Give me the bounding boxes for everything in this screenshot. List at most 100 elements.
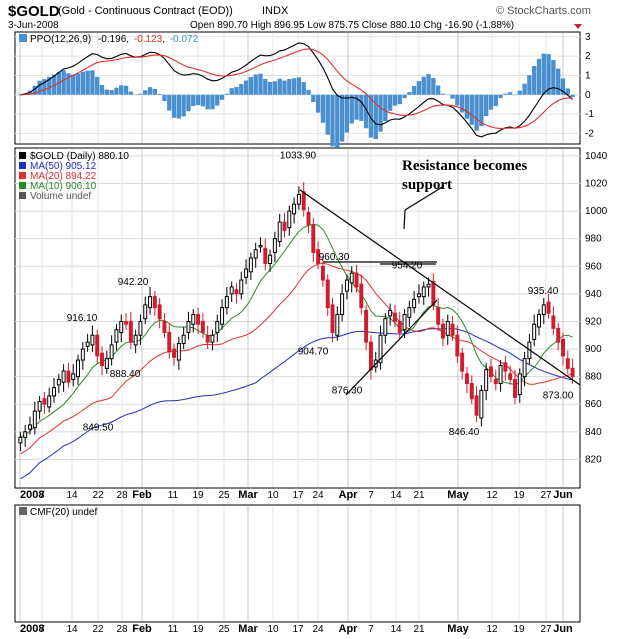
x-axis-label: 2008 — [20, 623, 44, 635]
x-axis-label: 10 — [267, 624, 279, 635]
ppo-hist-bar — [258, 73, 263, 95]
candle — [210, 329, 215, 351]
candle — [100, 346, 105, 376]
price-callout: 876.30 — [332, 386, 363, 397]
candle — [455, 325, 460, 363]
price-callout: 846.40 — [449, 427, 480, 438]
ppo-hist-bar — [392, 94, 398, 106]
price-tick-label: 820 — [585, 454, 602, 465]
price-tick-label: 1000 — [585, 206, 608, 217]
candle — [316, 241, 321, 270]
down-arrow-icon — [574, 24, 582, 29]
candle — [354, 264, 359, 293]
ppo-hist-bar — [253, 74, 258, 95]
x-axis-label: 10 — [267, 490, 279, 501]
x-axis-label: Apr — [339, 489, 359, 501]
ppo-hist-bar — [560, 78, 566, 95]
candle — [388, 303, 393, 326]
annotation-line-2: support — [402, 177, 452, 193]
candle — [416, 284, 421, 304]
ppo-hist-bar — [354, 94, 359, 120]
legend-entry: MA(20) 894.22 — [30, 171, 97, 182]
x-axis-label: 22 — [92, 490, 104, 501]
ppo-hist-bar — [301, 81, 306, 95]
ppo-hist-bar — [210, 94, 215, 110]
x-axis-label: 2008 — [20, 489, 44, 501]
candle — [66, 362, 71, 388]
ppo-hist-bar — [234, 87, 239, 95]
candle — [282, 212, 287, 238]
ppo-tick-label: -1 — [585, 109, 594, 120]
x-axis-label: 22 — [92, 624, 104, 635]
ppo-hist-bar — [272, 81, 278, 95]
trend-line — [299, 189, 581, 386]
candle — [450, 315, 455, 341]
ppo-hist-bar — [484, 94, 489, 117]
candle — [311, 217, 316, 263]
candle — [133, 329, 138, 354]
x-axis-label: 12 — [486, 490, 498, 501]
ppo-hist-bar — [311, 94, 316, 103]
ppo-tick-label: -2 — [585, 128, 594, 139]
candle — [445, 314, 450, 345]
ppo-hist-bar — [479, 94, 484, 127]
candle — [551, 306, 556, 336]
x-axis-label: Mar — [238, 623, 258, 635]
legend-swatch — [19, 192, 26, 199]
x-axis-label: 24 — [312, 490, 324, 501]
candle — [138, 314, 143, 345]
candle — [234, 282, 239, 304]
ppo-hist-bar — [536, 58, 542, 95]
ppo-hist-bar — [123, 85, 129, 95]
candle — [176, 336, 181, 370]
candle — [498, 360, 503, 392]
candle — [349, 266, 354, 293]
ppo-hist-bar — [243, 80, 249, 95]
ppo-hist-bar — [570, 94, 575, 98]
ppo-hist-bar — [263, 78, 268, 95]
candle — [71, 364, 76, 387]
ppo-hist-bar — [402, 94, 407, 99]
candle — [335, 306, 340, 341]
candle — [47, 387, 52, 413]
trend-line — [345, 299, 438, 396]
candle — [407, 300, 412, 327]
grid-lines — [15, 33, 580, 621]
legend-swatch — [19, 152, 26, 159]
candle — [268, 249, 273, 272]
x-axis-label: 7 — [368, 490, 374, 501]
chart-date: 3-Jun-2008 — [8, 20, 59, 31]
candle — [181, 326, 186, 350]
candle — [287, 205, 292, 236]
ppo-hist-bar — [532, 65, 537, 95]
ppo-hist-bar — [359, 94, 364, 121]
candle — [565, 350, 570, 374]
ppo-hist-bar — [195, 94, 201, 106]
ppo-hist-bar — [344, 94, 350, 133]
candle — [484, 362, 489, 401]
x-axis-label: Feb — [132, 489, 152, 501]
candle — [344, 274, 349, 300]
trend-lines — [299, 185, 581, 396]
price-callout: 1033.90 — [280, 150, 317, 161]
cmf-panel-frame — [14, 504, 581, 623]
ppo-hist-bar — [32, 85, 37, 95]
legend-entry: MA(50) 905.12 — [30, 161, 97, 172]
x-axis-label: Feb — [132, 623, 152, 635]
ppo-legend-swatch — [19, 34, 27, 42]
ppo-hist-bar — [339, 94, 345, 142]
ppo-hist-bar — [186, 94, 191, 112]
price-tick-label: 880 — [585, 372, 602, 383]
candle — [239, 271, 244, 300]
ppo-hist-bar — [556, 68, 561, 95]
ppo-hist-bar — [469, 94, 474, 125]
ppo-hist-bar — [109, 90, 114, 95]
ppo-hist-bar — [200, 94, 206, 107]
watermark: © StockCharts.com — [496, 5, 591, 17]
ppo-hist-bar — [335, 94, 340, 148]
x-axis-label: 27 — [540, 624, 552, 635]
candle — [440, 318, 445, 347]
ppo-hist-bar — [176, 94, 182, 119]
candle — [469, 375, 474, 405]
